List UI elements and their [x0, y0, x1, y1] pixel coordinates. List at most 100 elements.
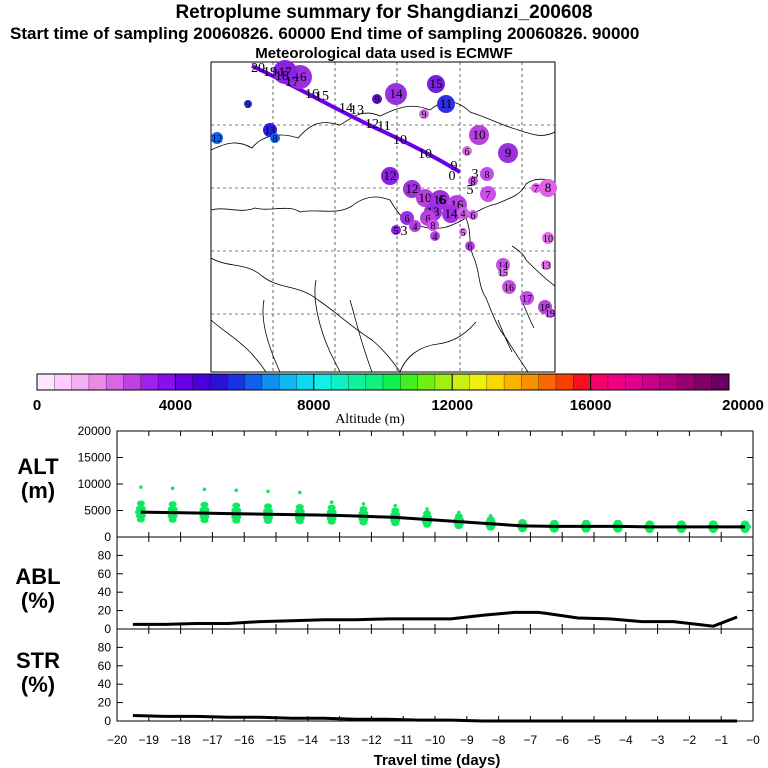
colorbar-swatch [140, 374, 159, 390]
coastline-segment [262, 299, 281, 373]
x-tick-label: −3 [651, 733, 665, 747]
map-frame [210, 61, 556, 373]
cluster-label: 5 [461, 228, 466, 239]
panel-str: 80 60 40 20 0 STR(%) [16, 628, 754, 728]
spread-point [136, 500, 145, 507]
cluster-label: 16 [434, 192, 448, 207]
x-axis-label: Travel time (days) [374, 752, 501, 768]
cluster-label: 17 [522, 294, 532, 305]
cluster-label: 8 [431, 221, 436, 232]
track-day-label: 3 [401, 224, 408, 239]
spread-outlier [234, 488, 239, 493]
cluster-label: 9 [422, 110, 427, 121]
spread-point [327, 504, 336, 511]
spread-outlier [393, 503, 398, 508]
cluster-label: 10 [419, 190, 432, 205]
trajectory-track [251, 64, 462, 174]
cluster-circle [403, 180, 421, 198]
colorbar-swatch [469, 374, 488, 390]
track-day-label: 10 [393, 133, 407, 148]
spread-point [135, 505, 146, 512]
panel-ylabel: (%) [21, 588, 55, 613]
spread-point [294, 508, 305, 515]
coastline-segment [399, 321, 477, 373]
spread-outlier [266, 489, 270, 494]
cluster-label: 11 [440, 96, 453, 111]
cluster-circle [480, 186, 496, 202]
colorbar-tick-label: 16000 [570, 397, 612, 414]
coastline-segment [525, 259, 556, 287]
spread-point [677, 520, 686, 527]
colorbar-swatch [504, 374, 522, 390]
cluster-circle [391, 225, 401, 235]
colorbar-swatch [88, 374, 107, 390]
meteorological-data-note: Meteorological data used is ECMWF [255, 45, 513, 62]
track-day-label: 10 [418, 147, 432, 162]
panel-frame [116, 536, 754, 630]
colorbar-tick-label: 12000 [431, 397, 473, 414]
cluster-label: 4 [433, 232, 438, 243]
cluster-label: 8 [471, 177, 476, 188]
colorbar-swatch [261, 374, 280, 390]
y-tick-label: 5000 [84, 504, 111, 518]
panel-ylabel: STR [16, 648, 60, 673]
cluster-circle [381, 167, 399, 185]
cluster-circle [442, 205, 460, 223]
y-tick-label: 60 [98, 659, 112, 673]
panel-ylabel: ABL [15, 564, 60, 589]
track-day-label: 5 [467, 183, 474, 198]
coastline-segment [349, 299, 373, 373]
cluster-circle [542, 232, 554, 244]
colorbar-swatch [521, 374, 540, 390]
colorbar-swatch [313, 374, 332, 390]
panel-ylabel: (m) [21, 478, 55, 503]
colorbar-swatch [590, 374, 609, 390]
cluster-label: 14 [498, 261, 508, 272]
cluster-label: 7 [534, 184, 539, 195]
coastline-segment [210, 101, 556, 151]
cluster-label: 15 [498, 268, 508, 279]
x-tick-label: −16 [234, 733, 255, 747]
x-tick-label: −15 [266, 733, 287, 747]
spread-point [582, 519, 591, 526]
colorbar-swatch [158, 374, 176, 390]
colorbar-swatch [383, 374, 401, 390]
y-tick-label: 80 [98, 548, 112, 562]
spread-point [741, 520, 750, 527]
y-tick-label: 0 [104, 530, 111, 544]
cluster-circle [273, 60, 297, 84]
coastline-segment [210, 257, 401, 373]
x-tick-label: −12 [361, 733, 382, 747]
spread-point [709, 520, 718, 527]
x-tick-label: −20 [107, 733, 128, 747]
x-tick-label: −4 [619, 733, 633, 747]
cluster-label: 8 [485, 170, 490, 181]
cluster-circle [520, 291, 534, 305]
cluster-label: 12 [384, 168, 397, 183]
cluster-circle [430, 231, 440, 241]
cluster-circle [531, 183, 541, 193]
colorbar-swatch [417, 374, 436, 390]
colorbar-swatch [279, 374, 297, 390]
colorbar-swatch [538, 374, 557, 390]
chart-title: Retroplume summary for Shangdianzi_20060… [175, 2, 593, 23]
colorbar-tick-label: 4000 [159, 397, 192, 414]
spread-point [454, 513, 463, 520]
panel-alt: 20000 15000 10000 5000 0 ALT(m) [17, 424, 754, 544]
colorbar-tick-label: 20000 [722, 397, 764, 414]
map-gridlines [211, 62, 555, 372]
cluster-circle [498, 267, 508, 277]
altitude-colorbar: 0 4000 8000 12000 16000 20000 [33, 373, 764, 414]
cluster-label: 14 [445, 206, 459, 221]
cluster-label: 8 [273, 134, 278, 145]
spread-outlier [425, 507, 429, 511]
cluster-circle [416, 189, 434, 207]
track-day-label: 9 [451, 159, 458, 174]
x-tick-label: −9 [460, 733, 474, 747]
x-tick-label: −2 [683, 733, 697, 747]
cluster-circle [541, 260, 551, 270]
track-day-label: 13 [350, 103, 364, 118]
